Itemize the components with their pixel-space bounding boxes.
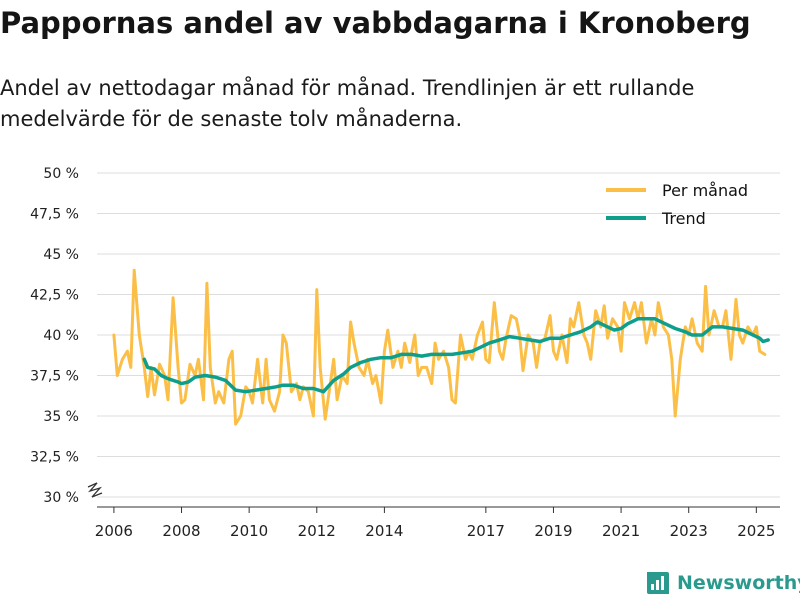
chart-subtitle: Andel av nettodagar månad för månad. Tre…	[0, 76, 695, 131]
y-tick-label: 42,5 %	[30, 288, 79, 304]
y-tick-label: 47,5 %	[30, 207, 79, 223]
series-line-per-month	[112, 268, 767, 426]
legend: Per månad Trend	[606, 181, 748, 228]
y-tick-label: 30 %	[43, 490, 79, 506]
newsworthy-logo-icon	[647, 572, 669, 594]
x-tick-label: 2010	[230, 522, 268, 540]
x-tick-label: 2023	[670, 522, 708, 540]
y-tick-label: 32,5 %	[30, 450, 79, 466]
y-tick-label: 45 %	[43, 247, 79, 263]
x-tick-label: 2006	[95, 522, 133, 540]
axis-break-icon	[87, 482, 103, 498]
x-tick-label: 2021	[602, 522, 640, 540]
axis-layer: 30 % 32,5 % 35 % 37,5 % 40 % 42,5 % 45 % 47,5 %…	[30, 166, 780, 540]
x-tick-label: 2014	[365, 522, 403, 540]
y-tick-label: 35 %	[43, 409, 79, 425]
x-tick-label: 2008	[162, 522, 200, 540]
legend-label-per-month: Per månad	[662, 181, 748, 200]
series-line-trend	[142, 317, 770, 394]
brand-name: Newsworthy	[677, 572, 800, 594]
line-chart: 30 % 32,5 % 35 % 37,5 % 40 % 42,5 % 45 % 47,5 %…	[30, 166, 780, 540]
x-tick-label: 2017	[467, 522, 505, 540]
y-tick-label: 40 %	[43, 328, 79, 344]
x-tick-label: 2025	[737, 522, 775, 540]
y-tick-label: 37,5 %	[30, 369, 79, 385]
chart-title: Pappornas andel av vabbdagarna i Kronobe…	[0, 6, 751, 40]
x-tick-label: 2019	[534, 522, 572, 540]
x-tick-label: 2012	[298, 522, 336, 540]
y-tick-label: 50 %	[43, 166, 79, 182]
brand-logo: Newsworthy	[645, 568, 800, 598]
series-layer	[112, 268, 770, 426]
legend-label-trend: Trend	[661, 209, 706, 228]
